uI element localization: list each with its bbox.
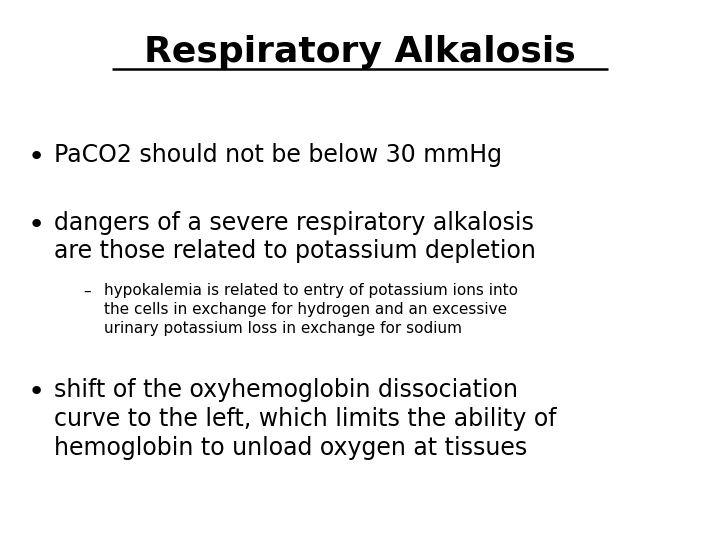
Text: •: •	[27, 211, 45, 239]
Text: hypokalemia is related to entry of potassium ions into
the cells in exchange for: hypokalemia is related to entry of potas…	[104, 284, 518, 336]
Text: PaCO2 should not be below 30 mmHg: PaCO2 should not be below 30 mmHg	[54, 143, 502, 167]
Text: dangers of a severe respiratory alkalosis
are those related to potassium depleti: dangers of a severe respiratory alkalosi…	[54, 211, 536, 264]
Text: Respiratory Alkalosis: Respiratory Alkalosis	[144, 35, 576, 69]
Text: •: •	[27, 378, 45, 406]
Text: shift of the oxyhemoglobin dissociation
curve to the left, which limits the abil: shift of the oxyhemoglobin dissociation …	[54, 378, 557, 460]
Text: –: –	[83, 284, 91, 299]
Text: •: •	[27, 143, 45, 171]
